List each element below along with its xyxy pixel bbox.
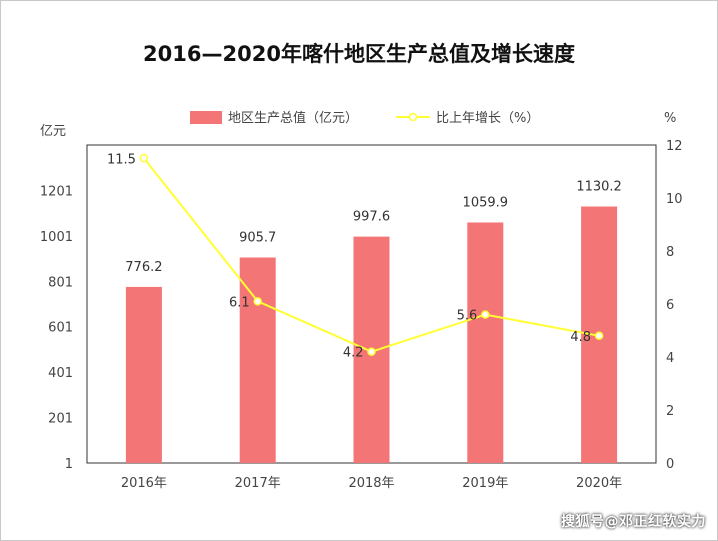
watermark: 搜狐号@邓正红软实力 [561,514,706,530]
bar [125,286,162,463]
line-data-label: 4.8 [570,330,591,345]
left-axis-label: 亿元 [40,124,66,139]
legend: 地区生产总值（亿元） 比上年增长（%） [190,110,539,126]
legend-line-marker [408,112,418,122]
right-tick-label: 10 [666,192,683,207]
line-data-label: 5.6 [457,309,478,324]
right-axis-label: % [664,111,676,126]
left-tick-label: 401 [48,366,73,381]
line-point [594,331,604,341]
right-tick-label: 4 [666,351,674,366]
right-tick-label: 12 [666,139,683,154]
bar-data-label: 1130.2 [576,180,622,195]
line-point [139,154,149,163]
x-tick-label: 2016年 [121,476,167,491]
line-point [481,310,490,319]
line-data-label: 11.5 [107,152,136,167]
left-tick-label: 1 [65,457,73,472]
line-data-label: 6.1 [229,295,250,310]
x-tick-label: 2020年 [576,476,622,491]
bar-data-label: 905.7 [239,231,276,246]
x-tick-label: 2017年 [235,476,281,491]
line-point [367,347,376,356]
right-tick-label: 6 [666,298,674,313]
x-tick-label: 2018年 [348,476,394,491]
x-tick-label: 2019年 [462,476,508,491]
left-tick-label: 801 [48,275,73,290]
bar-data-label: 776.2 [125,260,162,275]
bar [239,257,276,463]
legend-bar-label: 地区生产总值（亿元） [228,110,358,126]
line-data-label: 4.2 [343,346,364,361]
chart-title: 2016—2020年喀什地区生产总值及增长速度 [143,42,575,66]
legend-line-label: 比上年增长（%） [436,111,539,126]
bar-data-label: 997.6 [353,210,390,225]
left-tick-label: 201 [48,412,73,427]
bar-data-label: 1059.9 [463,195,509,210]
right-tick-label: 8 [666,245,674,260]
legend-bar-swatch [190,111,222,124]
bar [467,222,504,463]
left-tick-label: 601 [48,321,73,336]
right-tick-label: 0 [666,457,674,472]
line-point [253,297,262,306]
right-tick-label: 2 [666,404,674,419]
left-tick-label: 1201 [40,184,73,199]
left-tick-label: 1001 [40,230,73,245]
